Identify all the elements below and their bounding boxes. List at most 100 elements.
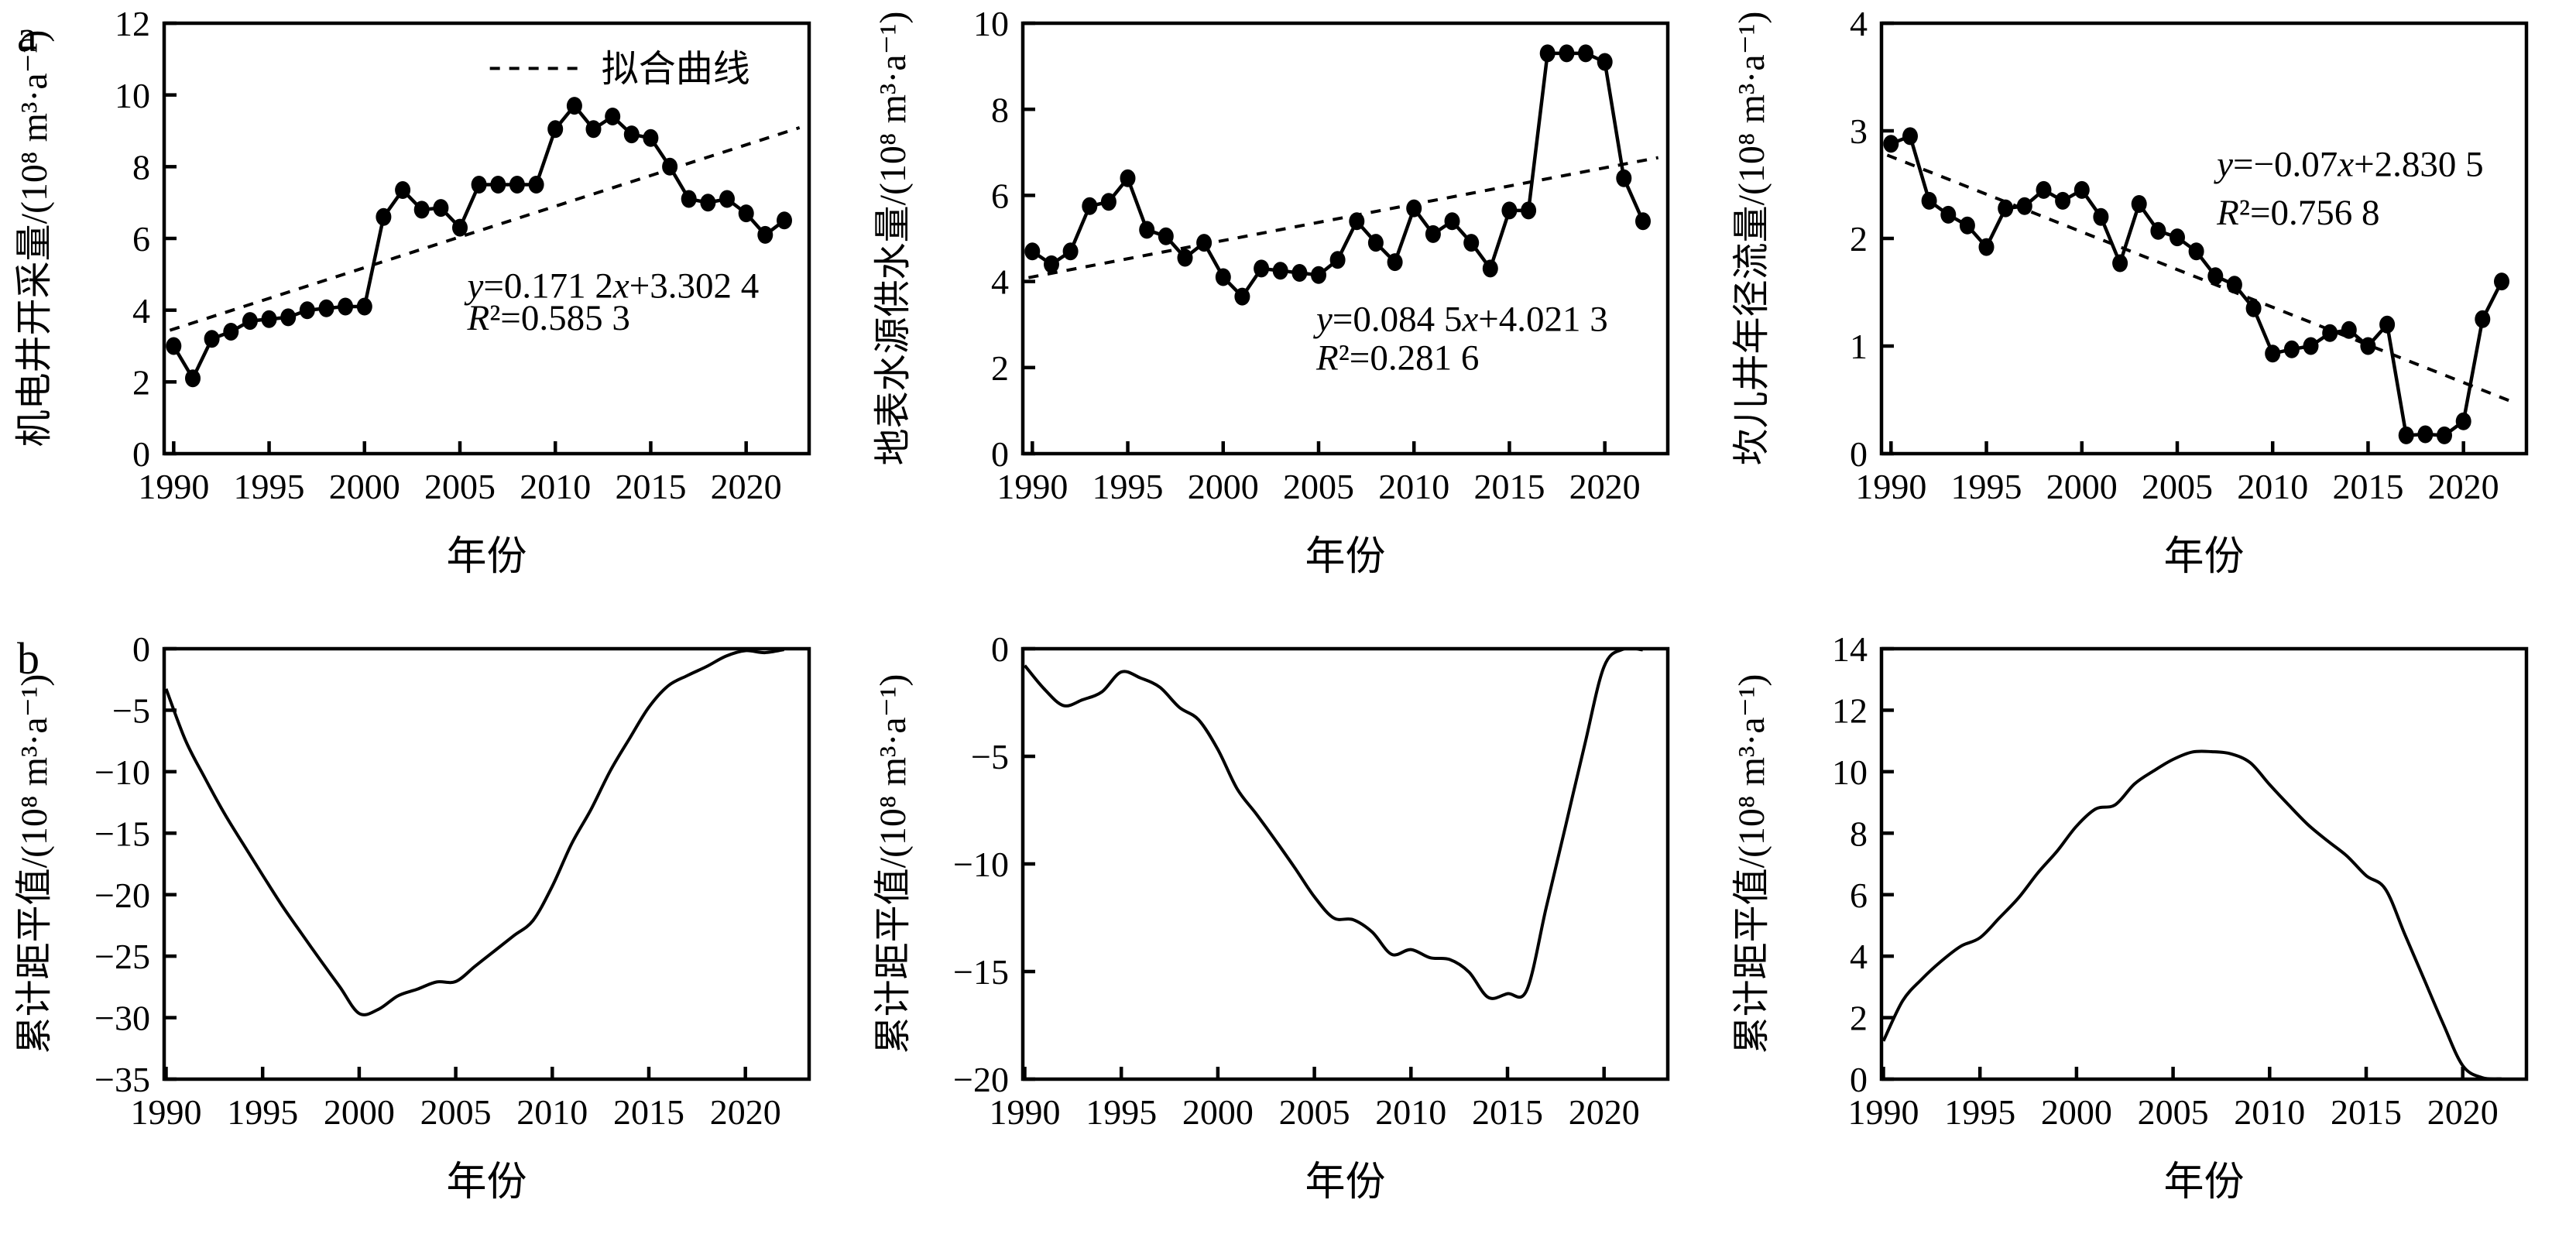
data-point-marker xyxy=(1062,242,1079,261)
data-point-marker xyxy=(2226,276,2242,294)
data-point-marker xyxy=(2283,340,2300,358)
data-point-marker xyxy=(1521,201,1537,220)
x-tick-label: 1995 xyxy=(227,1092,298,1132)
y-tick-label: −10 xyxy=(94,752,150,792)
data-point-marker xyxy=(2112,254,2128,272)
x-tick-label: 2015 xyxy=(1473,467,1545,506)
data-point-marker xyxy=(1406,199,1422,218)
data-point-marker xyxy=(1539,44,1556,63)
y-axis-label: 累计距平值/(10⁸ m³·a⁻¹) xyxy=(14,674,55,1054)
data-point-marker xyxy=(1883,135,1899,153)
x-tick-label: 2020 xyxy=(2428,467,2499,506)
data-point-marker xyxy=(1044,255,1059,273)
x-tick-label: 1990 xyxy=(138,467,209,506)
data-point-marker xyxy=(2303,337,2319,355)
data-point-marker xyxy=(2341,320,2357,339)
data-point-marker xyxy=(2245,299,2262,317)
chart-cumulative-anomaly-karez: 1990 1995 2000 2005 2010 2015 2020 0 2 4 6 8 10 12 14 累… xyxy=(1731,629,2529,1205)
x-axis-label: 年份 xyxy=(1305,535,1385,579)
data-point-marker xyxy=(1082,197,1098,215)
y-tick-label: 10 xyxy=(115,76,150,115)
data-series-markers xyxy=(166,97,792,388)
data-point-marker xyxy=(1616,169,1632,187)
data-point-marker xyxy=(2073,180,2090,199)
x-tick-label: 2010 xyxy=(1378,467,1449,506)
data-point-marker xyxy=(1100,193,1116,211)
data-point-marker xyxy=(1311,266,1326,284)
data-series-curve xyxy=(164,648,784,1016)
x-tick-label: 1990 xyxy=(1847,1092,1919,1132)
y-tick-label: 12 xyxy=(1832,691,1868,731)
x-tick-label: 2010 xyxy=(1375,1092,1446,1132)
r-squared-text: R²=0.585 3 xyxy=(467,298,630,338)
chart-cumulative-anomaly-surface-water: 1990 1995 2000 2005 2010 2015 2020 −20 −15 −10 −5 0… xyxy=(873,629,1670,1205)
data-point-marker xyxy=(2322,324,2338,342)
data-point-marker xyxy=(2455,412,2471,430)
data-point-marker xyxy=(662,157,678,176)
y-tick-label: −30 xyxy=(94,999,150,1038)
x-tick-label: 2020 xyxy=(1569,467,1641,506)
y-axis: −35 −30 −25 −20 −15 −10 −5 0 xyxy=(94,629,177,1099)
plot-border xyxy=(1879,646,2529,1081)
x-tick-label: 2005 xyxy=(2138,1092,2209,1132)
x-tick-label: 2015 xyxy=(2331,1092,2402,1132)
y-tick-label: −15 xyxy=(94,814,150,853)
data-point-marker xyxy=(623,125,640,144)
y-tick-label: −5 xyxy=(112,691,150,731)
data-point-marker xyxy=(2036,180,2052,199)
x-axis-label: 年份 xyxy=(2163,1160,2244,1205)
x-tick-label: 1990 xyxy=(1855,467,1926,506)
x-tick-label: 2000 xyxy=(1188,467,1259,506)
data-point-marker xyxy=(2417,425,2434,444)
y-tick-label: 6 xyxy=(1850,876,1868,915)
y-tick-label: −10 xyxy=(953,845,1009,884)
data-point-marker xyxy=(1120,169,1136,187)
data-point-marker xyxy=(1272,262,1288,280)
y-tick-label: 6 xyxy=(991,177,1009,216)
y-tick-label: 0 xyxy=(991,629,1009,669)
y-tick-label: −20 xyxy=(94,876,150,915)
x-tick-label: 2010 xyxy=(2237,467,2308,506)
x-tick-label: 1990 xyxy=(989,1092,1060,1132)
panel-karez-annual-runoff: 1990 1995 2000 2005 2010 2015 2020 0 1 2 3 4 坎儿井年径流量… xyxy=(1717,0,2576,626)
y-tick-label: 2 xyxy=(991,348,1009,388)
trend-line xyxy=(1028,156,1659,279)
data-point-marker xyxy=(2475,310,2491,328)
x-axis: 1990 1995 2000 2005 2010 2015 2020 xyxy=(138,441,782,506)
data-point-marker xyxy=(1578,44,1593,63)
data-point-marker xyxy=(2055,191,2071,210)
r-squared-text: R²=0.756 8 xyxy=(2216,193,2379,233)
y-tick-label: 8 xyxy=(1850,814,1868,853)
x-tick-label: 1995 xyxy=(1944,1092,2015,1132)
y-tick-label: 4 xyxy=(991,262,1009,302)
x-axis: 1990 1995 2000 2005 2010 2015 2020 xyxy=(989,1067,1640,1132)
y-axis-label: 累计距平值/(10⁸ m³·a⁻¹) xyxy=(1731,674,1772,1054)
chart-motor-well-extraction: 1990 1995 2000 2005 2010 2015 2020 0 2 4 6 8 10 12 机电井… xyxy=(14,4,811,579)
y-tick-label: −5 xyxy=(971,737,1009,776)
data-point-marker xyxy=(700,194,716,212)
x-tick-label: 1995 xyxy=(1092,467,1164,506)
data-point-marker xyxy=(452,218,468,237)
y-axis: 0 2 4 6 8 10 xyxy=(973,4,1035,474)
data-point-marker xyxy=(643,129,659,147)
data-point-marker xyxy=(2398,426,2414,444)
data-point-marker xyxy=(1215,268,1231,286)
data-point-marker xyxy=(1597,53,1613,71)
data-point-marker xyxy=(757,225,773,244)
chart-surface-water-supply: 1990 1995 2000 2005 2010 2015 2020 0 2 4 6 8 10 地表水源供… xyxy=(873,4,1670,579)
data-point-marker xyxy=(2360,337,2376,355)
data-point-marker xyxy=(318,299,334,317)
x-tick-label: 2000 xyxy=(2046,467,2118,506)
x-axis-label: 年份 xyxy=(446,1160,527,1205)
data-series-markers xyxy=(1024,44,1651,306)
data-point-marker xyxy=(204,330,220,348)
chart-cumulative-anomaly-motor-well: 1990 1995 2000 2005 2010 2015 2020 −35 −30 −25 −20… xyxy=(14,629,811,1205)
y-tick-label: 4 xyxy=(132,291,150,331)
y-tick-label: 12 xyxy=(115,4,150,43)
data-point-marker xyxy=(509,176,525,194)
x-tick-label: 2005 xyxy=(420,1092,492,1132)
y-tick-label: 1 xyxy=(1850,327,1868,366)
panel-cumulative-anomaly-motor-well: 1990 1995 2000 2005 2010 2015 2020 −35 −30 −25 −20… xyxy=(0,626,859,1251)
data-point-marker xyxy=(490,176,506,194)
